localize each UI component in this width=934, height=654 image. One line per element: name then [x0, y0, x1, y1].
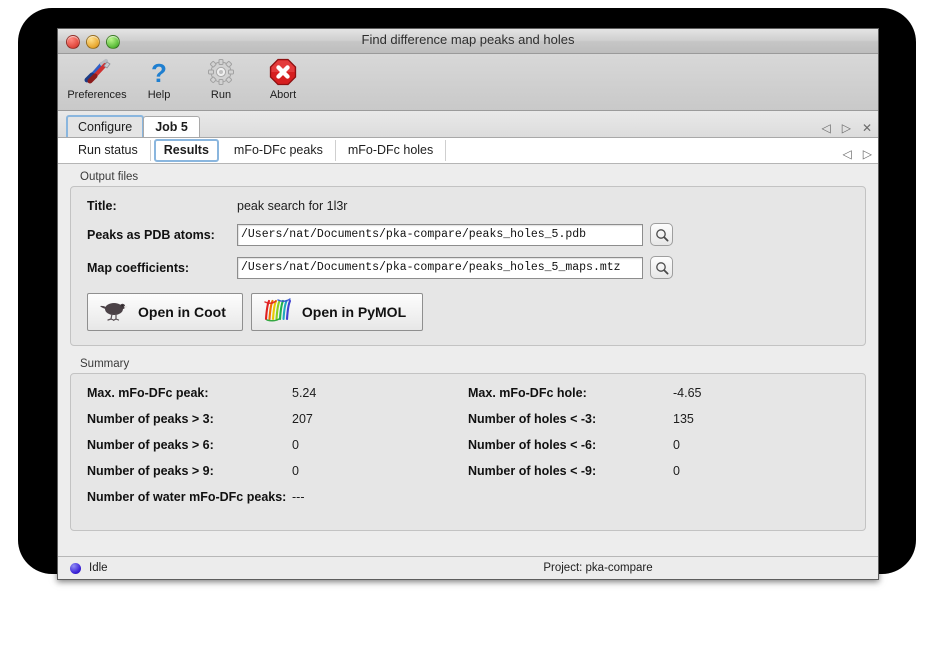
open-in-coot-label: Open in Coot	[138, 304, 226, 320]
close-window-icon[interactable]	[66, 35, 80, 49]
pymol-ribbon-icon	[262, 297, 294, 328]
open-in-pymol-label: Open in PyMOL	[301, 304, 407, 320]
summary-row: Max. mFo-DFc hole: -4.65	[468, 386, 849, 412]
results-subtab-strip: Run status Results mFo-DFc peaks mFo-DFc…	[58, 138, 878, 164]
summary-group-label: Summary	[80, 358, 130, 370]
peaks-gt-9-value: 0	[292, 464, 299, 478]
holes-lt-6-label: Number of holes < -6:	[468, 438, 597, 452]
summary-row: Number of water mFo-DFc peaks: ---	[87, 490, 468, 516]
toolbar-button-help[interactable]: ? Help	[128, 54, 190, 101]
window-titlebar: Find difference map peaks and holes	[58, 29, 878, 54]
maximize-window-icon[interactable]	[106, 35, 120, 49]
max-hole-label: Max. mFo-DFc hole:	[468, 386, 587, 400]
summary-row: Number of peaks > 9: 0	[87, 464, 468, 490]
max-hole-value: -4.65	[673, 386, 702, 400]
tools-icon	[80, 57, 114, 87]
holes-lt-3-label: Number of holes < -3:	[468, 412, 597, 426]
minimize-window-icon[interactable]	[86, 35, 100, 49]
max-peak-label: Max. mFo-DFc peak:	[87, 386, 209, 400]
question-mark-icon: ?	[142, 57, 176, 87]
peaks-gt-3-label: Number of peaks > 3:	[87, 412, 214, 426]
tab-prev-icon[interactable]: ◁	[821, 121, 831, 135]
map-coefficients-label: Map coefficients:	[87, 260, 190, 275]
svg-text:?: ?	[151, 58, 167, 86]
toolbar-button-preferences[interactable]: Preferences	[66, 54, 128, 101]
title-value: peak search for 1l3r	[237, 199, 348, 213]
magnifier-icon	[655, 261, 669, 275]
title-row: Title: peak search for 1l3r	[87, 199, 849, 213]
project-label: Project: pka-compare	[543, 562, 653, 574]
summary-group: Summary Max. mFo-DFc peak: 5.24 Number o…	[70, 358, 866, 531]
holes-lt-3-value: 135	[673, 412, 694, 426]
summary-row: Number of peaks > 6: 0	[87, 438, 468, 464]
subtab-results[interactable]: Results	[153, 139, 219, 162]
holes-lt-9-label: Number of holes < -9:	[468, 464, 597, 478]
map-coefficients-row: Map coefficients: /Users/nat/Documents/p…	[87, 256, 849, 279]
results-content: Output files Title: peak search for 1l3r…	[58, 164, 878, 556]
stop-x-icon	[266, 57, 300, 87]
peaks-pdb-input[interactable]: /Users/nat/Documents/pka-compare/peaks_h…	[237, 223, 643, 246]
subtab-nav-group: ◁ ▷	[843, 148, 872, 160]
tab-job-5[interactable]: Job 5	[143, 116, 200, 137]
subtab-prev-icon[interactable]: ◁	[842, 147, 852, 161]
peaks-gt-6-label: Number of peaks > 6:	[87, 438, 214, 452]
traffic-light-group	[66, 35, 120, 49]
output-files-box: Title: peak search for 1l3r Peaks as PDB…	[70, 186, 866, 346]
map-coefficients-browse-button[interactable]	[650, 256, 673, 279]
toolbar-label-run: Run	[210, 89, 232, 101]
toolbar-button-abort[interactable]: Abort	[252, 54, 314, 101]
toolbar-label-abort: Abort	[269, 89, 297, 101]
summary-row: Number of holes < -6: 0	[468, 438, 849, 464]
holes-lt-9-value: 0	[673, 464, 680, 478]
gear-icon	[204, 57, 238, 87]
status-bar: Idle Project: pka-compare	[58, 556, 878, 579]
summary-box: Max. mFo-DFc peak: 5.24 Number of peaks …	[70, 373, 866, 531]
tab-next-icon[interactable]: ▷	[841, 121, 851, 135]
output-files-group: Output files Title: peak search for 1l3r…	[70, 171, 866, 346]
summary-row: Max. mFo-DFc peak: 5.24	[87, 386, 468, 412]
tab-nav-group: ◁ ▷ ✕	[821, 122, 872, 134]
viewer-button-group: Open in Coot	[87, 293, 849, 331]
output-files-group-label: Output files	[80, 171, 139, 183]
summary-row: Number of holes < -9: 0	[468, 464, 849, 490]
water-peaks-value: ---	[292, 490, 305, 504]
window-title: Find difference map peaks and holes	[361, 32, 575, 47]
status-text: Idle	[89, 562, 108, 574]
toolbar-label-help: Help	[147, 89, 171, 101]
toolbar-label-preferences: Preferences	[67, 89, 127, 101]
subtab-mfo-dfc-peaks[interactable]: mFo-DFc peaks	[222, 140, 336, 161]
peaks-gt-9-label: Number of peaks > 9:	[87, 464, 214, 478]
water-peaks-label: Number of water mFo-DFc peaks:	[87, 490, 287, 504]
toolbar-button-run[interactable]: Run	[190, 54, 252, 101]
job-tab-strip: Configure Job 5 ◁ ▷ ✕	[58, 111, 878, 138]
holes-lt-6-value: 0	[673, 438, 680, 452]
peaks-pdb-browse-button[interactable]	[650, 223, 673, 246]
summary-peaks-column: Max. mFo-DFc peak: 5.24 Number of peaks …	[87, 386, 468, 516]
subtab-run-status[interactable]: Run status	[66, 140, 151, 161]
max-peak-value: 5.24	[292, 386, 317, 400]
peaks-gt-6-value: 0	[292, 438, 299, 452]
summary-row: Number of holes < -3: 135	[468, 412, 849, 438]
open-in-pymol-button[interactable]: Open in PyMOL	[250, 293, 424, 331]
magnifier-icon	[655, 228, 669, 242]
peaks-pdb-row: Peaks as PDB atoms: /Users/nat/Documents…	[87, 223, 849, 246]
open-in-coot-button[interactable]: Open in Coot	[87, 293, 243, 331]
peaks-pdb-label: Peaks as PDB atoms:	[87, 227, 215, 242]
peaks-gt-3-value: 207	[292, 412, 313, 426]
title-label: Title:	[87, 199, 117, 213]
coot-bird-icon	[98, 298, 130, 327]
summary-holes-column: Max. mFo-DFc hole: -4.65 Number of holes…	[468, 386, 849, 516]
subtab-mfo-dfc-holes[interactable]: mFo-DFc holes	[336, 140, 447, 161]
tab-configure[interactable]: Configure	[66, 115, 145, 137]
main-toolbar: Preferences ? Help	[58, 54, 878, 111]
subtab-next-icon[interactable]: ▷	[862, 147, 872, 161]
status-indicator-icon	[70, 562, 81, 574]
summary-row: Number of peaks > 3: 207	[87, 412, 468, 438]
application-window: Find difference map peaks and holes Pref…	[57, 28, 879, 580]
map-coefficients-input[interactable]: /Users/nat/Documents/pka-compare/peaks_h…	[237, 256, 643, 279]
tab-close-icon[interactable]: ✕	[861, 121, 872, 135]
